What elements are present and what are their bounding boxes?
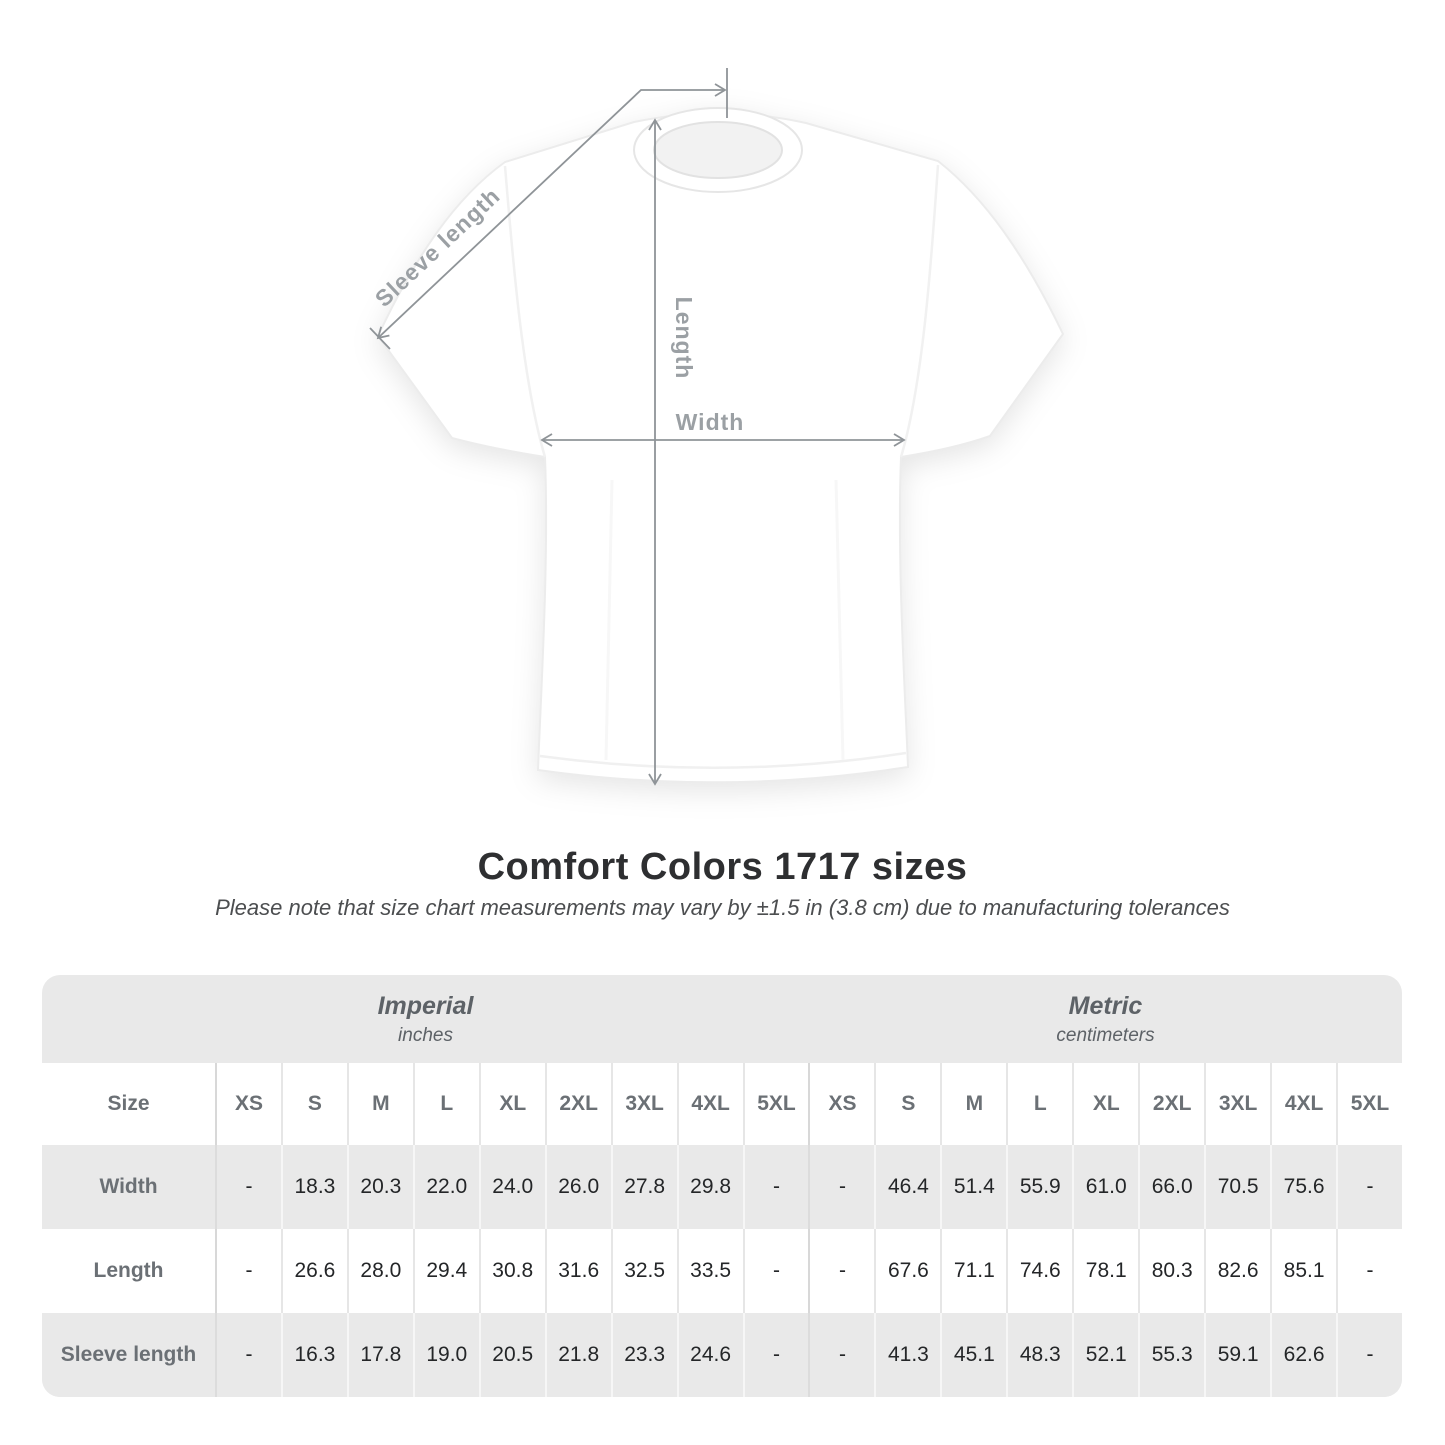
table-row-sleeve-length: Sleeve length - 16.3 17.8 19.0 20.5 21.8… [42, 1313, 1402, 1397]
table-cell: 80.3 [1138, 1229, 1204, 1313]
col-header-imperial-4xl: 4XL [676, 1063, 743, 1145]
size-table: Imperial inches Metric centimeters Size … [42, 975, 1402, 1397]
page-title: Comfort Colors 1717 sizes [477, 846, 968, 888]
table-cell: 74.6 [1006, 1229, 1072, 1313]
table-cell: 67.6 [874, 1229, 940, 1313]
length-label: Length [671, 297, 697, 380]
col-header-metric-2xl: 2XL [1138, 1063, 1204, 1145]
col-header-metric-xl: XL [1072, 1063, 1138, 1145]
col-header-imperial-2xl: 2XL [544, 1063, 611, 1145]
metric-unit: centimeters [1056, 1024, 1155, 1046]
imperial-unit: inches [398, 1024, 453, 1046]
col-header-imperial-l: L [412, 1063, 479, 1145]
table-cell: 20.5 [478, 1313, 545, 1397]
col-header-metric-3xl: 3XL [1204, 1063, 1270, 1145]
col-header-imperial-m: M [346, 1063, 413, 1145]
col-header-metric-4xl: 4XL [1270, 1063, 1336, 1145]
row-label: Sleeve length [60, 1343, 197, 1366]
table-cell: 55.3 [1138, 1313, 1204, 1397]
table-cell: 33.5 [676, 1229, 743, 1313]
table-cell: 45.1 [940, 1313, 1006, 1397]
table-cell: - [808, 1229, 874, 1313]
table-cell: - [215, 1145, 281, 1229]
table-row-length: Length - 26.6 28.0 29.4 30.8 31.6 32.5 3… [42, 1229, 1402, 1313]
table-cell: 62.6 [1270, 1313, 1336, 1397]
table-cell: 59.1 [1204, 1313, 1270, 1397]
table-cell: - [1336, 1229, 1402, 1313]
table-cell: - [1336, 1145, 1402, 1229]
sleeve-length-arrow [376, 83, 727, 340]
table-cell: 24.6 [676, 1313, 743, 1397]
col-header-metric-l: L [1006, 1063, 1072, 1145]
col-header-metric-s: S [874, 1063, 940, 1145]
col-header-imperial-s: S [280, 1063, 347, 1145]
table-cell: 41.3 [874, 1313, 940, 1397]
col-header-metric-5xl: 5XL [1336, 1063, 1402, 1145]
tshirt-diagram-svg: Sleeve length Length Width [369, 68, 1065, 786]
col-header-imperial-xl: XL [478, 1063, 545, 1145]
table-cell: - [742, 1145, 809, 1229]
table-cell: 22.0 [412, 1145, 479, 1229]
table-cell: 46.4 [874, 1145, 940, 1229]
table-cell: - [1336, 1313, 1402, 1397]
table-cell: 66.0 [1138, 1145, 1204, 1229]
width-label: Width [676, 409, 745, 435]
table-cell: 71.1 [940, 1229, 1006, 1313]
table-cell: 78.1 [1072, 1229, 1138, 1313]
table-cell: 85.1 [1270, 1229, 1336, 1313]
table-cell: 20.3 [346, 1145, 413, 1229]
table-cell: - [215, 1313, 281, 1397]
table-cell: 29.8 [676, 1145, 743, 1229]
table-cell: 26.6 [280, 1229, 347, 1313]
imperial-label: Imperial [377, 991, 474, 1020]
col-header-imperial-3xl: 3XL [610, 1063, 677, 1145]
col-header-imperial-5xl: 5XL [742, 1063, 809, 1145]
table-cell: - [742, 1313, 809, 1397]
metric-label: Metric [1068, 991, 1143, 1020]
table-cell: 48.3 [1006, 1313, 1072, 1397]
measurement-lines [369, 68, 906, 786]
imperial-group-header: Imperial inches [42, 975, 809, 1063]
sleeve-end-tick [369, 327, 391, 350]
table-cell: 32.5 [610, 1229, 677, 1313]
col-header-metric-m: M [940, 1063, 1006, 1145]
row-label: Length [93, 1259, 164, 1282]
table-cell: - [808, 1313, 874, 1397]
tolerance-note: Please note that size chart measurements… [215, 895, 1230, 920]
unit-group-row: Imperial inches Metric centimeters [42, 975, 1402, 1063]
table-cell: 70.5 [1204, 1145, 1270, 1229]
table-cell: 21.8 [544, 1313, 611, 1397]
collar-opening [653, 121, 783, 179]
col-header-metric-xs: XS [808, 1063, 874, 1145]
table-cell: 18.3 [280, 1145, 347, 1229]
size-header-row: Size XS S M L XL 2XL 3XL 4XL 5XL XS S M … [42, 1063, 1402, 1145]
table-row-width: Width - 18.3 20.3 22.0 24.0 26.0 27.8 29… [42, 1145, 1402, 1229]
table-cell: 55.9 [1006, 1145, 1072, 1229]
table-cell: 61.0 [1072, 1145, 1138, 1229]
row-label: Width [99, 1175, 158, 1198]
table-cell: 26.0 [544, 1145, 611, 1229]
size-corner-header: Size [107, 1092, 150, 1115]
size-diagram: Sleeve length Length Width [369, 68, 1065, 786]
table-cell: 27.8 [610, 1145, 677, 1229]
table-cell: - [215, 1229, 281, 1313]
table-cell: - [742, 1229, 809, 1313]
table-cell: 51.4 [940, 1145, 1006, 1229]
table-cell: 29.4 [412, 1229, 479, 1313]
metric-group-header: Metric centimeters [809, 975, 1402, 1063]
table-cell: 52.1 [1072, 1313, 1138, 1397]
table-cell: 24.0 [478, 1145, 545, 1229]
table-cell: 82.6 [1204, 1229, 1270, 1313]
table-cell: 17.8 [346, 1313, 413, 1397]
col-header-imperial-xs: XS [215, 1063, 281, 1145]
table-cell: 75.6 [1270, 1145, 1336, 1229]
table-cell: 30.8 [478, 1229, 545, 1313]
table-cell: 19.0 [412, 1313, 479, 1397]
table-cell: 28.0 [346, 1229, 413, 1313]
table-cell: 31.6 [544, 1229, 611, 1313]
table-cell: 23.3 [610, 1313, 677, 1397]
table-cell: 16.3 [280, 1313, 347, 1397]
table-cell: - [808, 1145, 874, 1229]
